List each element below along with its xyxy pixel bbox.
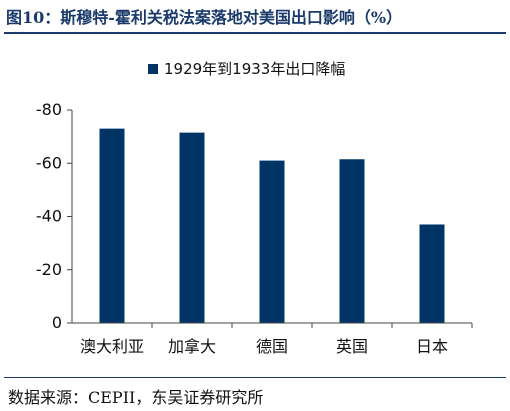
title-rule — [4, 32, 506, 34]
x-tick-label: 日本 — [416, 337, 448, 356]
x-axis: 澳大利亚 加拿大 德国 英国 日本 — [72, 322, 473, 356]
y-tick-label: 0 — [52, 313, 62, 332]
legend-label: 1929年到1933年出口降幅 — [164, 60, 345, 78]
source-rule — [4, 377, 506, 378]
bar — [419, 224, 445, 323]
y-tick-label: -40 — [36, 207, 62, 226]
y-axis: -80 -60 -40 -20 0 — [36, 100, 73, 332]
legend-swatch — [148, 64, 158, 74]
x-tick-label: 澳大利亚 — [80, 337, 144, 356]
bars — [99, 128, 445, 323]
y-tick-label: -20 — [36, 260, 62, 279]
x-tick-label: 德国 — [256, 337, 288, 356]
bar — [99, 128, 125, 323]
figure-title: 图10：斯穆特-霍利关税法案落地对美国出口影响（%） — [6, 8, 403, 27]
bar — [339, 159, 365, 323]
x-tick-label: 加拿大 — [168, 337, 216, 356]
y-tick-label: -60 — [36, 153, 62, 172]
y-tick-label: -80 — [36, 100, 62, 119]
x-tick-label: 英国 — [336, 337, 368, 356]
bar — [259, 160, 285, 323]
chart-legend: 1929年到1933年出口降幅 — [148, 60, 345, 78]
source-note: 数据来源：CEPII，东吴证券研究所 — [8, 388, 264, 407]
bar — [179, 132, 205, 323]
